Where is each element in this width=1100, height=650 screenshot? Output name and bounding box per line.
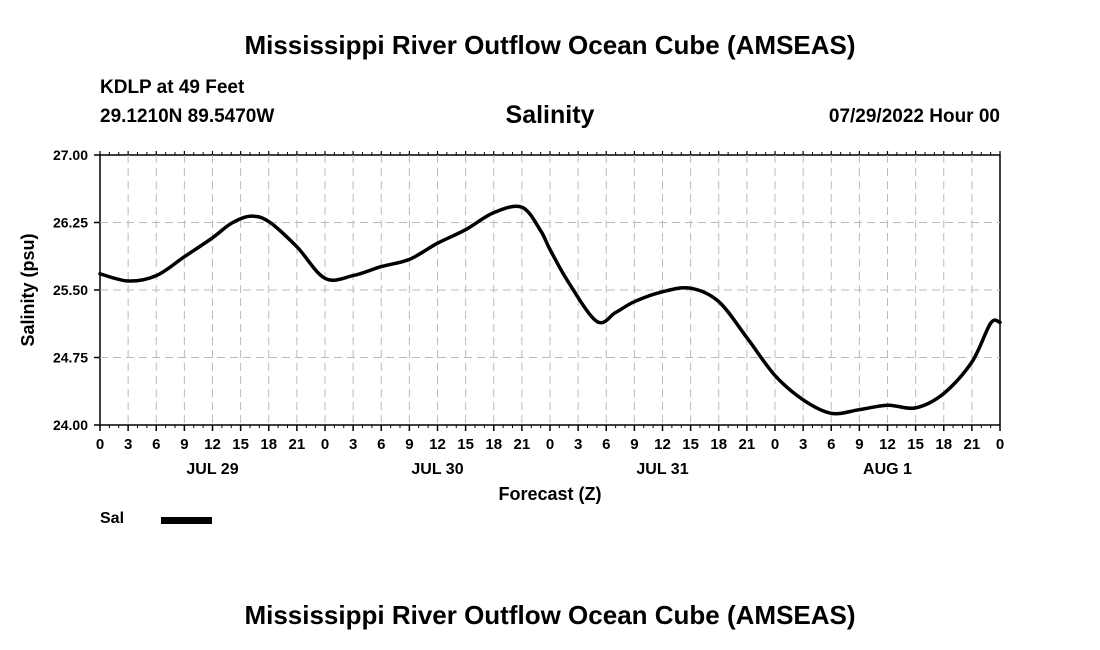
x-tick-label: 12 xyxy=(879,436,896,453)
y-tick-label: 27.00 xyxy=(53,147,88,163)
day-label: AUG 1 xyxy=(863,461,912,478)
x-tick-label: 21 xyxy=(739,436,756,453)
x-tick-label: 15 xyxy=(907,436,924,453)
x-tick-label: 9 xyxy=(180,436,188,453)
x-tick-label: 0 xyxy=(996,436,1004,453)
x-tick-label: 9 xyxy=(405,436,413,453)
x-axis-title: Forecast (Z) xyxy=(498,484,601,504)
x-tick-label: 9 xyxy=(630,436,638,453)
x-tick-label: 18 xyxy=(260,436,277,453)
x-tick-label: 18 xyxy=(485,436,502,453)
station-label: KDLP at 49 Feet xyxy=(100,77,245,98)
y-tick-label: 26.25 xyxy=(53,215,88,231)
x-tick-label: 21 xyxy=(514,436,531,453)
day-label: JUL 29 xyxy=(186,461,238,478)
day-label: JUL 30 xyxy=(411,461,463,478)
x-tick-label: 0 xyxy=(321,436,329,453)
coordinates-label: 29.1210N 89.5470W xyxy=(100,106,275,127)
x-tick-label: 6 xyxy=(377,436,385,453)
datetime-label: 07/29/2022 Hour 00 xyxy=(828,106,1000,127)
x-tick-label: 0 xyxy=(546,436,554,453)
y-tick-label: 25.50 xyxy=(53,282,88,298)
series-line-salinity xyxy=(98,204,1002,416)
x-tick-label: 6 xyxy=(152,436,160,453)
x-tick-label: 9 xyxy=(855,436,863,453)
parameter-title: Salinity xyxy=(505,101,595,129)
x-tick-label: 3 xyxy=(574,436,582,453)
chart-title: Mississippi River Outflow Ocean Cube (AM… xyxy=(244,30,856,60)
legend-swatch xyxy=(161,517,212,524)
x-tick-label: 3 xyxy=(799,436,807,453)
day-label: JUL 31 xyxy=(636,461,688,478)
x-tick-label: 15 xyxy=(457,436,474,453)
x-tick-label: 15 xyxy=(682,436,699,453)
x-tick-label: 12 xyxy=(654,436,671,453)
x-tick-label: 0 xyxy=(96,436,104,453)
x-tick-label: 15 xyxy=(232,436,249,453)
x-tick-label: 18 xyxy=(935,436,952,453)
x-tick-label: 12 xyxy=(429,436,446,453)
legend-label: Sal xyxy=(100,510,125,527)
y-tick-label: 24.00 xyxy=(53,417,88,433)
x-tick-label: 21 xyxy=(289,436,306,453)
x-tick-label: 0 xyxy=(771,436,779,453)
x-tick-label: 18 xyxy=(710,436,727,453)
y-axis-title: Salinity (psu) xyxy=(18,233,38,346)
x-tick-label: 3 xyxy=(124,436,132,453)
x-tick-label: 21 xyxy=(964,436,981,453)
x-tick-label: 6 xyxy=(827,436,835,453)
y-tick-label: 24.75 xyxy=(53,350,88,366)
x-tick-label: 6 xyxy=(602,436,610,453)
x-tick-label: 3 xyxy=(349,436,357,453)
footer-title: Mississippi River Outflow Ocean Cube (AM… xyxy=(244,600,856,630)
x-tick-label: 12 xyxy=(204,436,221,453)
